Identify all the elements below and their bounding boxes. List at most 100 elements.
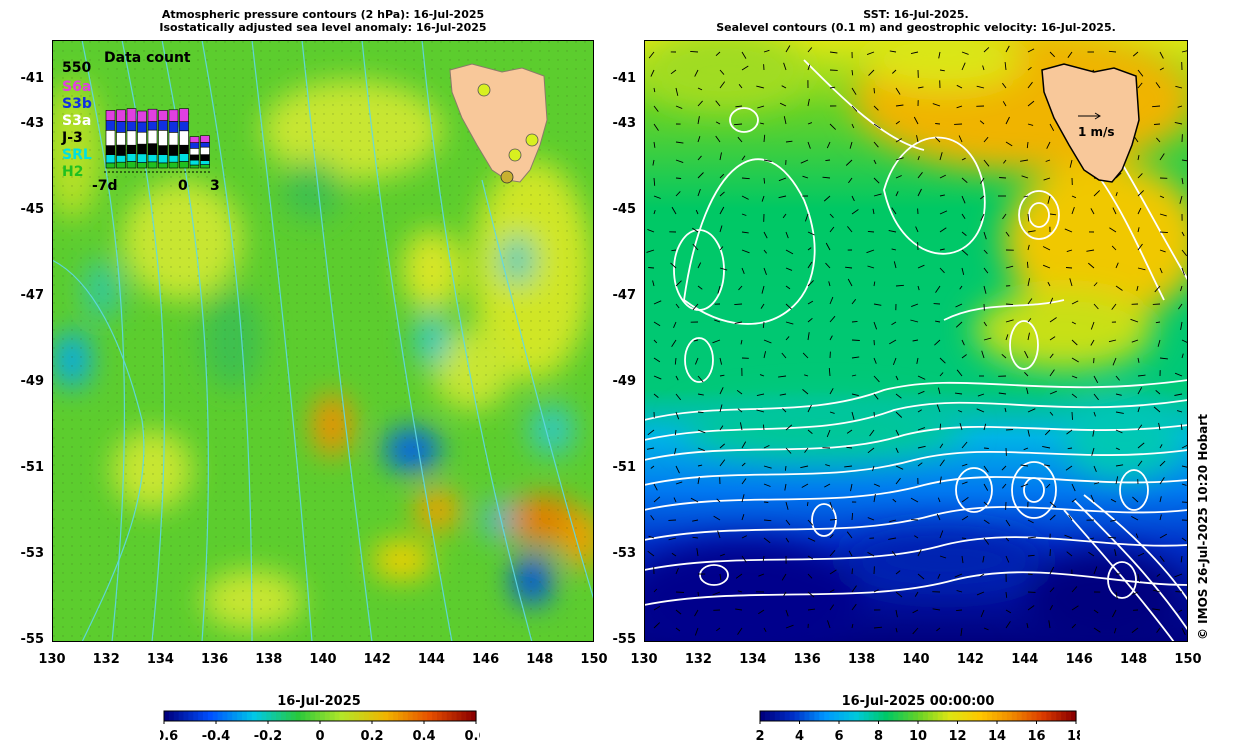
velocity-arrow (807, 608, 816, 611)
velocity-arrow (1174, 121, 1183, 125)
velocity-arrow (785, 336, 790, 341)
velocity-arrow (828, 367, 831, 377)
velocity-arrow (1108, 339, 1117, 343)
velocity-arrow (1181, 353, 1184, 359)
velocity-arrow (763, 159, 772, 163)
velocity-arrow (888, 537, 897, 540)
velocity-arrow (1027, 573, 1033, 576)
velocity-arrow (740, 339, 743, 345)
colorbar-swatch (178, 711, 185, 721)
velocity-arrow (1152, 105, 1161, 108)
velocity-arrow (936, 513, 941, 521)
velocity-arrow (1093, 282, 1098, 287)
velocity-arrow (936, 627, 941, 632)
inset-bar-segment (158, 110, 168, 121)
velocity-arrow (807, 591, 815, 598)
velocity-arrow (979, 573, 985, 578)
velocity-arrow (939, 372, 944, 377)
velocity-arrow (895, 104, 904, 107)
colorbar-swatch (957, 711, 964, 721)
velocity-arrow (692, 227, 699, 233)
colorbar-swatch (359, 711, 365, 721)
velocity-arrow (737, 590, 743, 593)
velocity-arrow (983, 465, 989, 473)
colorbar-tick-label: 0 (315, 729, 324, 743)
inset-bar-segment (200, 146, 210, 155)
velocity-arrow (845, 266, 853, 269)
velocity-arrow (895, 447, 899, 453)
velocity-arrow (1003, 159, 1007, 164)
velocity-arrow (1159, 213, 1167, 217)
velocity-arrow (697, 447, 705, 452)
velocity-arrow (715, 100, 721, 107)
inset-bar-segment (179, 144, 189, 154)
velocity-arrow (1049, 501, 1057, 508)
velocity-arrow (976, 85, 985, 89)
velocity-arrow (1110, 498, 1117, 503)
velocity-arrow (1002, 82, 1007, 89)
velocity-arrow (783, 116, 787, 125)
lon-tick-label: 150 (1174, 652, 1202, 667)
velocity-arrow (851, 512, 854, 521)
velocity-arrow (800, 465, 809, 469)
velocity-arrow (650, 515, 655, 521)
velocity-arrow (1004, 62, 1007, 71)
lon-tick-label: 134 (146, 652, 174, 667)
velocity-arrow (807, 555, 814, 560)
velocity-arrow (1132, 51, 1139, 57)
velocity-arrow (917, 409, 922, 413)
velocity-arrow (1047, 281, 1051, 287)
colorbar-swatch (814, 711, 820, 721)
velocity-arrow (763, 231, 768, 239)
velocity-arrow (961, 51, 969, 55)
inset-bar-segment (116, 161, 126, 169)
velocity-arrow (1023, 447, 1029, 451)
velocity-arrow (671, 339, 677, 347)
velocity-arrow (734, 321, 743, 324)
velocity-arrow (851, 339, 860, 341)
velocity-arrow (741, 249, 750, 254)
velocity-arrow (829, 569, 837, 575)
velocity-arrow (712, 591, 721, 596)
velocity-arrow (1137, 173, 1143, 179)
velocity-arrow (1021, 175, 1029, 179)
velocity-arrow (829, 296, 834, 305)
inset-bar-segment (168, 155, 179, 163)
velocity-arrow (807, 280, 814, 287)
colorbar-swatch (942, 711, 949, 721)
velocity-arrow (735, 105, 743, 108)
velocity-arrow (675, 375, 679, 381)
colorbar-swatch (256, 711, 263, 721)
lon-tick-label: 144 (1011, 652, 1039, 667)
velocity-arrow (652, 280, 655, 287)
velocity-arrow (891, 207, 897, 215)
velocity-arrow (719, 246, 724, 251)
velocity-arrow (1137, 190, 1145, 197)
velocity-arrow (675, 105, 683, 109)
velocity-arrow (851, 123, 855, 129)
velocity-arrow (1157, 339, 1161, 347)
inset-bar-segment (189, 136, 200, 143)
velocity-arrow (1111, 245, 1117, 251)
velocity-arrow (1137, 227, 1140, 233)
velocity-arrow (1005, 334, 1009, 341)
velocity-arrow (1159, 357, 1168, 360)
velocity-arrow (1137, 442, 1145, 449)
lon-tick-label: 134 (739, 652, 767, 667)
velocity-arrow (976, 591, 985, 596)
colorbar-swatch (903, 711, 909, 721)
left-panel-title: Atmospheric pressure contours (2 hPa): 1… (52, 8, 594, 34)
velocity-arrow (778, 375, 787, 378)
velocity-arrow (785, 231, 789, 239)
inset-bar-segment (158, 162, 168, 169)
velocity-arrow (694, 627, 699, 636)
colorbar-swatch (295, 711, 302, 721)
colorbar-swatch (183, 711, 189, 721)
colorbar-swatch (261, 711, 267, 721)
velocity-arrow (1177, 609, 1183, 613)
velocity-arrow (1112, 357, 1117, 366)
velocity-arrow (653, 141, 656, 148)
velocity-arrow (741, 65, 749, 71)
inset-bar-segment (116, 155, 126, 163)
colorbar-swatch (779, 711, 786, 721)
